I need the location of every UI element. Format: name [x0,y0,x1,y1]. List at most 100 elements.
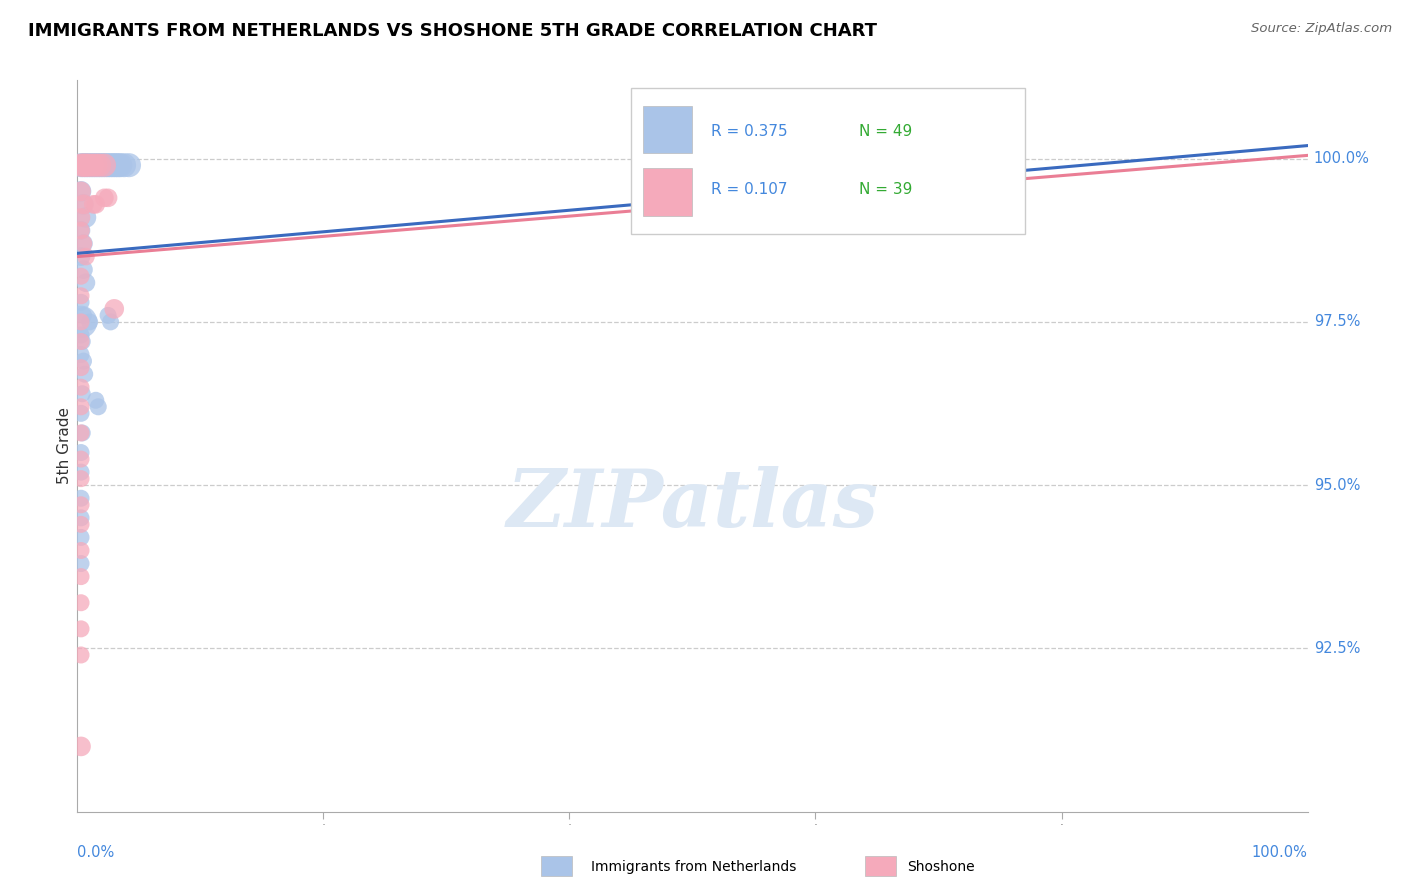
Point [70,569,93,583]
Point [91,158,114,172]
Point [70,648,93,662]
Point [70,334,93,349]
Point [77,158,100,172]
Point [84,158,107,172]
Point [70,250,93,264]
Point [952,191,974,205]
Point [70,348,93,362]
Point [70,158,93,172]
Point [70,334,93,349]
Point [70,315,93,329]
Point [87,400,110,414]
Text: N = 39: N = 39 [859,183,912,197]
Point [93,191,115,205]
Point [72,236,94,251]
Point [70,211,93,225]
Point [77,158,100,172]
Point [97,158,120,172]
Point [70,425,93,440]
Point [70,452,93,467]
Point [72,262,94,277]
Point [72,158,94,172]
Point [84,393,107,408]
Text: 95.0%: 95.0% [1313,478,1360,492]
Y-axis label: 5th Grade: 5th Grade [56,408,72,484]
Text: 0.0%: 0.0% [77,845,114,860]
Point [70,596,93,610]
Point [70,223,93,237]
Point [97,309,120,323]
Text: Immigrants from Netherlands: Immigrants from Netherlands [591,860,796,874]
Point [84,197,107,211]
Point [70,184,93,198]
Point [89,158,111,172]
Point [70,315,93,329]
Point [72,197,94,211]
Text: 97.5%: 97.5% [1313,314,1360,329]
Point [72,354,94,368]
Point [70,531,93,545]
Point [70,425,93,440]
Point [80,158,103,172]
Point [70,543,93,558]
Point [72,158,94,172]
Point [72,309,94,323]
Text: R = 0.375: R = 0.375 [711,124,787,139]
Point [103,301,125,316]
Text: R = 0.107: R = 0.107 [711,183,787,197]
Point [104,158,127,172]
Point [94,158,117,172]
Point [75,276,97,290]
Point [72,236,94,251]
Point [70,557,93,571]
Point [84,158,107,172]
Point [82,197,104,211]
Point [87,158,110,172]
Point [100,315,122,329]
Point [70,158,93,172]
Point [73,367,96,381]
Point [70,622,93,636]
Point [75,158,97,172]
Point [70,517,93,532]
Text: N = 49: N = 49 [859,124,911,139]
Point [72,197,94,211]
Point [70,223,93,237]
Point [70,269,93,284]
FancyBboxPatch shape [644,168,693,216]
Point [118,158,141,172]
FancyBboxPatch shape [631,87,1025,234]
Point [93,158,115,172]
Point [100,158,122,172]
Point [70,472,93,486]
Point [75,158,97,172]
Point [70,465,93,479]
Point [101,158,124,172]
Point [70,406,93,420]
Point [70,184,93,198]
Point [70,445,93,459]
FancyBboxPatch shape [644,106,693,153]
Point [804,178,827,192]
Point [70,739,93,754]
Point [110,158,132,172]
Point [75,250,97,264]
Point [70,400,93,414]
Point [82,158,104,172]
Point [70,511,93,525]
Point [112,158,135,172]
Point [70,289,93,303]
Text: ZIPatlas: ZIPatlas [506,466,879,543]
Text: IMMIGRANTS FROM NETHERLANDS VS SHOSHONE 5TH GRADE CORRELATION CHART: IMMIGRANTS FROM NETHERLANDS VS SHOSHONE … [28,22,877,40]
Point [90,158,112,172]
Point [70,491,93,506]
Text: Source: ZipAtlas.com: Source: ZipAtlas.com [1251,22,1392,36]
Point [70,295,93,310]
Text: Shoshone: Shoshone [907,860,974,874]
Point [82,158,104,172]
Point [70,386,93,401]
Point [75,211,97,225]
Point [107,158,129,172]
Text: 92.5%: 92.5% [1313,641,1360,656]
Point [70,498,93,512]
